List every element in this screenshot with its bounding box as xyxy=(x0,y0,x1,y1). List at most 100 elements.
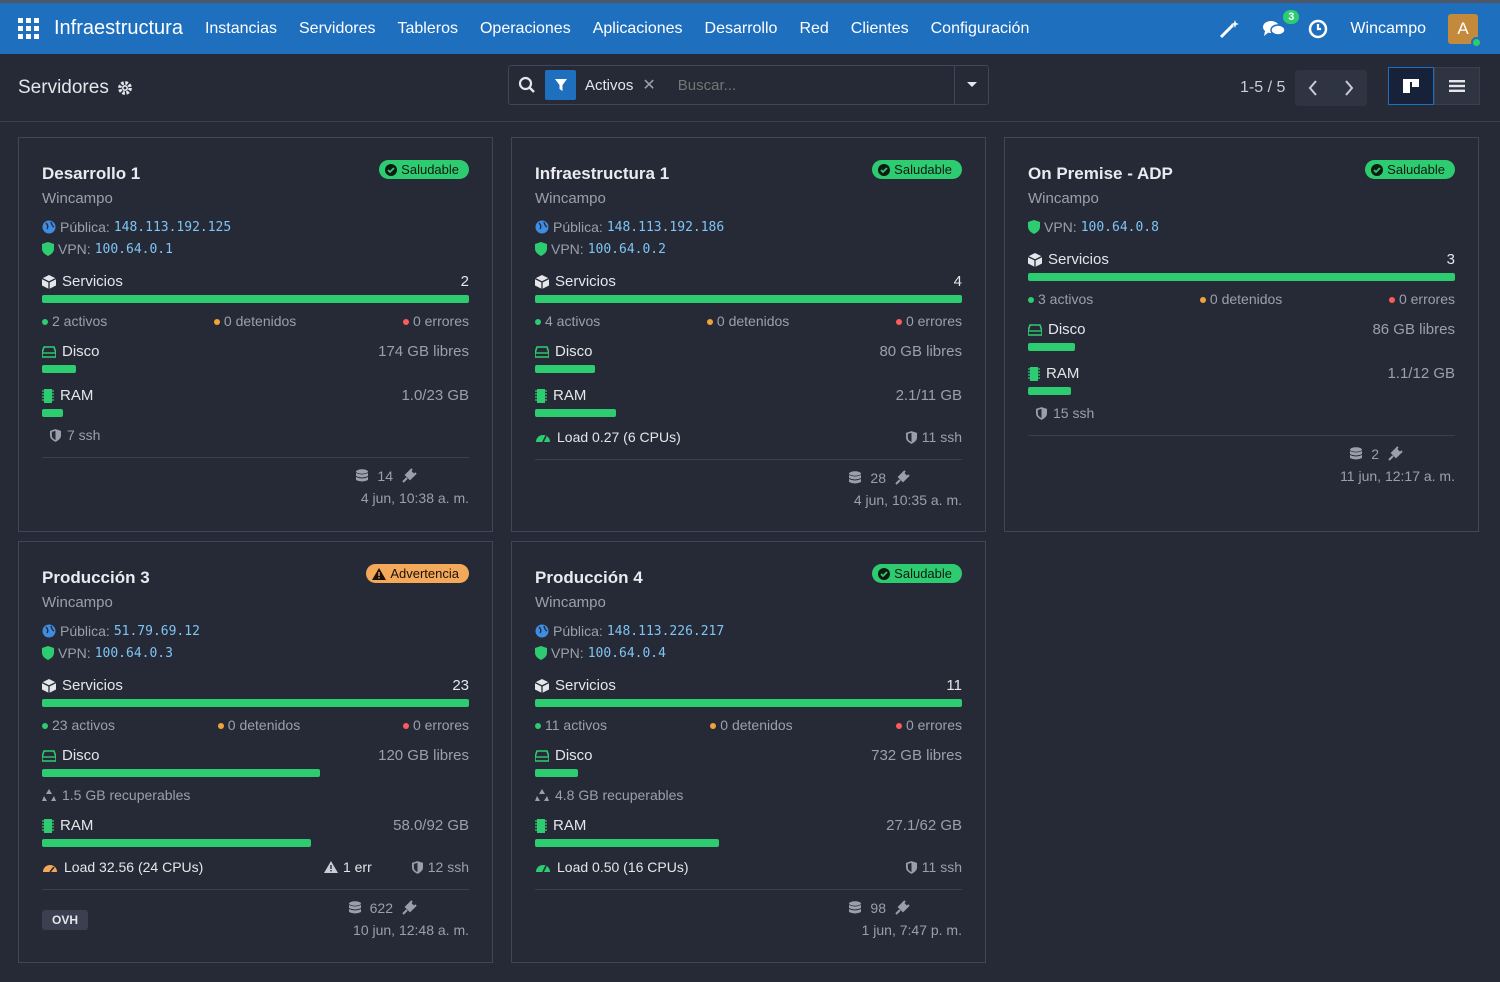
error-count: 0 errores xyxy=(1388,291,1455,307)
status-label: Saludable xyxy=(401,162,459,177)
close-icon[interactable]: ✕ xyxy=(642,77,656,94)
plug-icon[interactable] xyxy=(401,900,417,916)
server-card[interactable]: On Premise - ADP Saludable Wincampo VPN:… xyxy=(1004,137,1479,532)
filter-facet[interactable]: Activos ✕ xyxy=(545,70,656,100)
cube-icon xyxy=(535,678,549,693)
app-title[interactable]: Infraestructura xyxy=(54,17,183,39)
services-count: 4 xyxy=(953,273,962,290)
services-bar xyxy=(42,295,469,303)
menu-item-red[interactable]: Red xyxy=(799,19,829,37)
menu-item-instancias[interactable]: Instancias xyxy=(204,19,277,37)
ram-bar xyxy=(535,839,719,847)
database-count: 14 xyxy=(377,468,393,484)
public-ip: 148.113.192.186 xyxy=(606,219,725,235)
public-ip: 51.79.69.12 xyxy=(113,623,200,639)
ram-label: RAM xyxy=(553,387,587,404)
disk-label: Disco xyxy=(1048,321,1086,338)
database-count: 98 xyxy=(870,900,886,916)
server-card[interactable]: Producción 3 Advertencia Wincampo Públic… xyxy=(18,541,493,963)
globe-icon xyxy=(535,624,549,638)
chevron-down-icon[interactable] xyxy=(954,66,988,104)
load-value: Load 0.50 (16 CPUs) xyxy=(557,859,689,875)
error-count: 0 errores xyxy=(402,717,469,733)
services-label: Servicios xyxy=(555,677,616,694)
apps-menu-icon[interactable] xyxy=(18,17,40,40)
ram-value: 1.1/12 GB xyxy=(1387,365,1455,382)
stopped-count: 0 detenidos xyxy=(710,717,793,733)
last-update-date: 10 jun, 12:48 a. m. xyxy=(353,922,469,938)
services-label: Servicios xyxy=(555,273,616,290)
list-view-icon[interactable] xyxy=(1434,67,1480,105)
shield-half-icon xyxy=(905,430,917,444)
kanban-view-icon[interactable] xyxy=(1388,67,1434,105)
ram-bar xyxy=(42,409,64,417)
menu-item-desarrollo[interactable]: Desarrollo xyxy=(704,19,778,37)
check-circle-icon xyxy=(878,567,891,580)
user-avatar[interactable]: A xyxy=(1448,13,1482,48)
public-label: Pública: xyxy=(60,623,110,639)
plug-icon[interactable] xyxy=(401,468,417,484)
search-icon[interactable] xyxy=(509,76,545,94)
check-circle-icon xyxy=(385,163,398,176)
search-bar: Activos ✕ xyxy=(508,65,989,105)
public-label: Pública: xyxy=(553,623,603,639)
shield-icon xyxy=(42,646,54,660)
plug-icon[interactable] xyxy=(1387,446,1403,462)
recycle-icon xyxy=(535,788,549,802)
public-label: Pública: xyxy=(60,219,110,235)
plug-icon[interactable] xyxy=(894,470,910,486)
database-count: 28 xyxy=(870,470,886,486)
vpn-ip: 100.64.0.4 xyxy=(587,645,666,661)
menu-item-configuracion[interactable]: Configuración xyxy=(930,19,1030,37)
menu-item-tableros[interactable]: Tableros xyxy=(397,19,458,37)
gear-icon[interactable] xyxy=(117,80,133,96)
check-circle-icon xyxy=(878,163,891,176)
clock-icon[interactable] xyxy=(1308,19,1328,39)
database-icon xyxy=(848,471,862,485)
warning-icon xyxy=(372,567,387,580)
chevron-right-icon[interactable] xyxy=(1331,70,1367,106)
ram-value: 58.0/92 GB xyxy=(393,817,469,834)
chevron-left-icon[interactable] xyxy=(1295,70,1331,106)
vpn-label: VPN: xyxy=(551,645,584,661)
plug-icon[interactable] xyxy=(894,900,910,916)
magic-wand-icon[interactable] xyxy=(1218,18,1240,40)
stopped-count: 0 detenidos xyxy=(706,313,789,329)
disk-free: 174 GB libres xyxy=(378,343,469,360)
shield-half-icon xyxy=(411,860,423,874)
hdd-icon xyxy=(535,345,549,358)
menu-item-clientes[interactable]: Clientes xyxy=(850,19,909,37)
chat-icon[interactable]: 3 xyxy=(1262,9,1300,39)
database-count: 622 xyxy=(369,900,393,916)
ram-bar xyxy=(1028,387,1071,395)
menu-item-servidores[interactable]: Servidores xyxy=(299,19,376,37)
vpn-ip: 100.64.0.2 xyxy=(587,241,666,257)
search-input[interactable] xyxy=(655,76,954,94)
status-badge: Saludable xyxy=(379,160,469,179)
menu-item-operaciones[interactable]: Operaciones xyxy=(479,19,571,37)
disk-bar xyxy=(1028,343,1075,351)
load-value: Load 32.56 (24 CPUs) xyxy=(64,859,204,875)
server-name: Producción 3 xyxy=(42,568,150,587)
shield-icon xyxy=(535,242,547,256)
pager: 1-5 / 5 xyxy=(1240,70,1368,106)
ssh-count: 11 ssh xyxy=(921,429,962,445)
cube-icon xyxy=(535,274,549,289)
view-switcher xyxy=(1388,67,1480,105)
active-count: 2 activos xyxy=(42,313,107,329)
error-badge: 1 err xyxy=(342,859,372,875)
pager-value[interactable]: 1-5 / 5 xyxy=(1240,79,1286,96)
company-switcher[interactable]: Wincampo xyxy=(1350,19,1426,37)
last-update-date: 4 jun, 10:38 a. m. xyxy=(360,490,469,506)
ssh-count: 11 ssh xyxy=(921,859,962,875)
public-ip: 148.113.226.217 xyxy=(606,623,725,639)
kanban-cards: Desarrollo 1 Saludable Wincampo Pública:… xyxy=(18,137,1480,963)
server-card[interactable]: Desarrollo 1 Saludable Wincampo Pública:… xyxy=(18,137,493,532)
services-count: 23 xyxy=(452,677,469,694)
menu-item-aplicaciones[interactable]: Aplicaciones xyxy=(592,19,683,37)
vpn-ip: 100.64.0.8 xyxy=(1080,219,1159,235)
server-card[interactable]: Producción 4 Saludable Wincampo Pública:… xyxy=(511,541,986,963)
server-card[interactable]: Infraestructura 1 Saludable Wincampo Púb… xyxy=(511,137,986,532)
main-menu: Instancias Servidores Tableros Operacion… xyxy=(205,20,1029,38)
ram-label: RAM xyxy=(60,387,94,404)
